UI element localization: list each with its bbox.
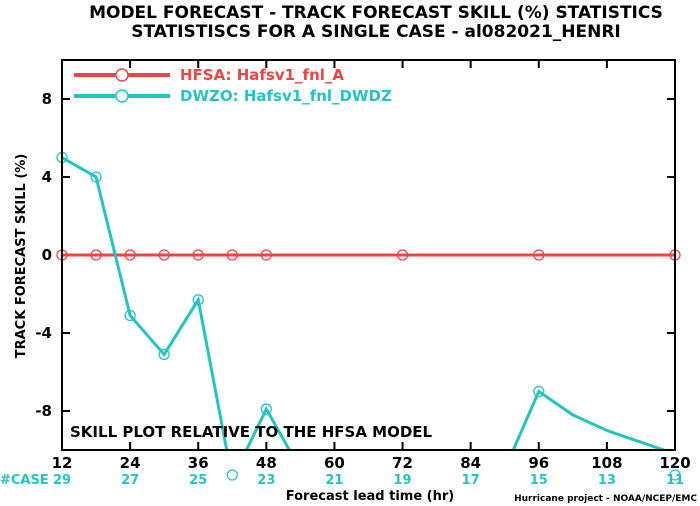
credit-text: Hurricane project - NOAA/NCEP/EMC [514,494,697,504]
legend-label-0: HFSA: Hafsv1_fnl_A [180,66,344,84]
y-tick-label: -8 [35,402,52,420]
y-tick-label: -4 [35,324,52,342]
x-tick-label: 60 [324,454,345,472]
y-axis-label: TRACK FORECAST SKILL (%) [14,154,29,359]
plot-frame [61,59,676,451]
case-count-label: 17 [462,473,480,488]
case-count-label: 21 [325,473,343,488]
y-tick-label: 8 [42,90,52,108]
series-point-0 [90,249,102,261]
x-tick-label: 24 [120,454,141,472]
x-tick-label: 108 [591,454,622,472]
legend-marker-1 [115,89,129,103]
case-count-label: 19 [394,473,412,488]
series-point-1 [226,469,238,481]
x-tick-label: 96 [528,454,549,472]
series-point-1 [669,469,681,481]
series-point-0 [124,249,136,261]
y-tick-label: 0 [42,246,52,264]
x-tick-label: 36 [188,454,209,472]
case-count-label: 29 [53,473,71,488]
series-point-1 [124,309,136,322]
series-line-1 [62,156,669,450]
series-point-1 [260,403,272,415]
series-point-1 [533,385,545,398]
y-tick-label: 4 [42,168,52,186]
x-tick-label: 48 [256,454,277,472]
case-count-label: 23 [257,473,275,488]
x-tick-label: 12 [52,454,73,472]
series-point-1 [158,348,170,361]
x-axis-label: Forecast lead time (hr) [286,489,454,504]
series-point-1 [192,294,204,306]
legend-label-1: DWZO: Hafsv1_fnl_DWDZ [180,87,392,105]
case-count-label: 13 [598,473,616,488]
x-tick-label: 84 [460,454,481,472]
series-point-0 [396,249,409,261]
series-point-0 [533,249,545,261]
series-point-1 [90,171,102,183]
series-point-0 [158,249,170,261]
chart-title: MODEL FORECAST - TRACK FORECAST SKILL (%… [89,3,663,23]
case-count-label: 15 [530,473,548,488]
legend-marker-0 [115,68,129,82]
series-point-0 [260,249,272,261]
skill-annotation: SKILL PLOT RELATIVE TO THE HFSA MODEL [70,423,433,441]
case-label: #CASE [0,473,49,488]
x-tick-label: 72 [392,454,413,472]
case-count-label: 27 [121,473,139,488]
x-tick-label: 120 [659,454,690,472]
series-point-0 [226,249,238,261]
chart-subtitle: STATISTISCS FOR A SINGLE CASE - al082021… [131,22,621,42]
case-count-label: 25 [189,473,207,488]
series-point-0 [192,249,204,261]
